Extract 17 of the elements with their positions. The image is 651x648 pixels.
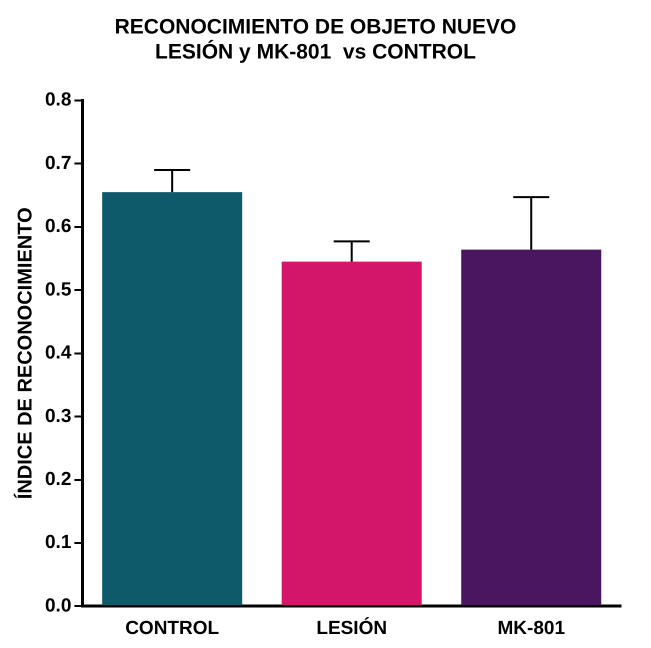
y-tick-label: 0.8 xyxy=(44,90,72,111)
y-tick-label: 0.6 xyxy=(44,216,72,238)
y-tick-label: 0.2 xyxy=(44,468,72,490)
y-tick-label: 0.4 xyxy=(44,342,72,364)
x-tick-label: LESIÓN xyxy=(316,616,388,639)
y-axis-title: ÍNDICE DE RECONOCIMIENTO xyxy=(14,207,37,500)
y-tick-label: 0.5 xyxy=(44,279,72,300)
x-tick-label: MK-801 xyxy=(497,618,566,639)
y-tick-label: 0.1 xyxy=(44,532,72,554)
bar xyxy=(282,262,422,606)
chart-title: RECONOCIMIENTO DE OBJETO NUEVO LESIÓN y MK-801 vs CONTROL xyxy=(114,15,516,64)
bar xyxy=(102,192,242,606)
y-tick-label: 0.0 xyxy=(44,595,72,616)
x-tick-label: CONTROL xyxy=(125,618,220,639)
bar xyxy=(461,250,602,606)
y-tick-label: 0.3 xyxy=(44,406,72,427)
y-tick-label: 0.7 xyxy=(44,152,72,174)
